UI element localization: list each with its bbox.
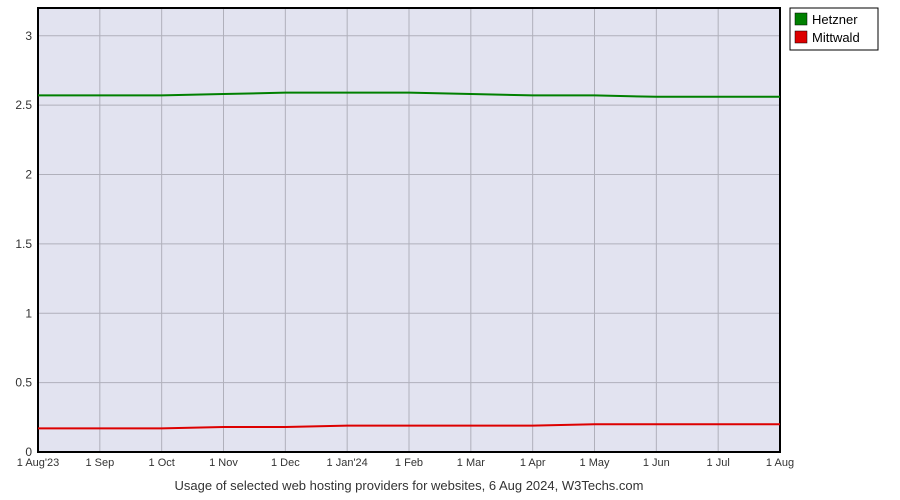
x-tick-label: 1 Dec <box>271 457 300 469</box>
x-tick-label: 1 Mar <box>457 457 485 469</box>
x-tick-label: 1 Sep <box>85 457 114 469</box>
x-tick-label: 1 May <box>580 457 610 469</box>
chart-container: 00.511.522.531 Aug'231 Sep1 Oct1 Nov1 De… <box>0 0 900 500</box>
x-tick-label: 1 Aug <box>766 457 794 469</box>
x-tick-label: 1 Apr <box>520 457 546 469</box>
line-chart: 00.511.522.531 Aug'231 Sep1 Oct1 Nov1 De… <box>0 0 900 500</box>
x-tick-label: 1 Oct <box>149 457 175 469</box>
legend-marker <box>795 13 807 25</box>
y-tick-label: 2.5 <box>15 98 32 112</box>
y-tick-label: 0.5 <box>15 376 32 390</box>
x-tick-label: 1 Aug'23 <box>17 457 59 469</box>
x-tick-label: 1 Feb <box>395 457 423 469</box>
y-tick-label: 3 <box>25 29 32 43</box>
legend-label: Mittwald <box>812 30 860 45</box>
x-tick-label: 1 Nov <box>209 457 238 469</box>
chart-caption: Usage of selected web hosting providers … <box>175 478 644 493</box>
y-tick-label: 1.5 <box>15 237 32 251</box>
y-tick-label: 1 <box>25 306 32 320</box>
y-tick-label: 2 <box>25 168 32 182</box>
x-tick-label: 1 Jun <box>643 457 670 469</box>
x-tick-label: 1 Jan'24 <box>327 457 368 469</box>
legend-marker <box>795 31 807 43</box>
legend-label: Hetzner <box>812 12 858 27</box>
x-tick-label: 1 Jul <box>707 457 730 469</box>
